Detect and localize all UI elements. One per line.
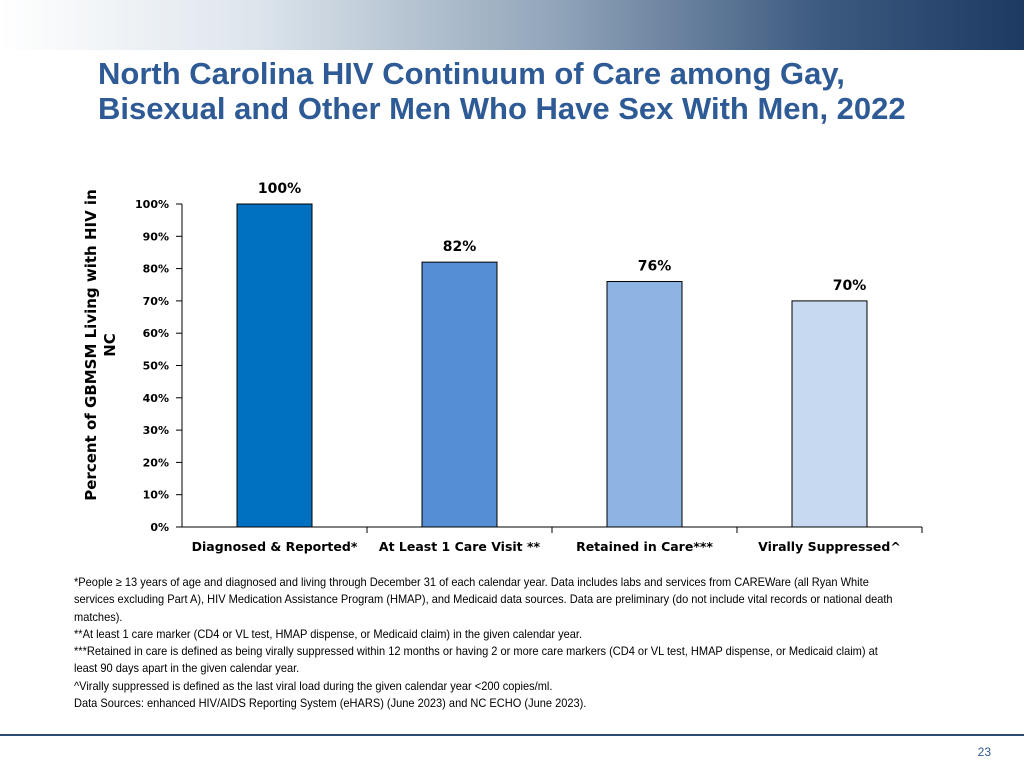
y-tick-label: 0% bbox=[150, 521, 169, 534]
footnote: **At least 1 care marker (CD4 or VL test… bbox=[74, 626, 583, 641]
y-tick-label: 40% bbox=[143, 392, 169, 405]
y-axis-ticks: 0% 10% 20% 30% 40% 50% 60% 70% 80% 90% 100% bbox=[135, 198, 182, 534]
y-tick-label: 90% bbox=[143, 230, 169, 243]
y-tick-label: 60% bbox=[143, 327, 169, 340]
value-label: 100% bbox=[258, 181, 301, 197]
category-labels: Diagnosed & Reported* At Least 1 Care Vis… bbox=[192, 539, 901, 554]
category-label: Diagnosed & Reported* bbox=[192, 539, 358, 554]
y-tick-label: 50% bbox=[143, 360, 169, 373]
bar bbox=[791, 300, 868, 528]
value-label: 76% bbox=[638, 259, 672, 275]
slide-title: North Carolina HIV Continuum of Care amo… bbox=[98, 56, 906, 126]
data-labels: 100% 82% 76% 70% bbox=[258, 181, 866, 294]
data-sources-note: Data Sources: enhanced HIV/AIDS Reportin… bbox=[74, 696, 587, 711]
value-label: 82% bbox=[443, 239, 477, 255]
header-band bbox=[0, 0, 1024, 50]
category-label: Virally Suppressed^ bbox=[758, 539, 901, 554]
page-number: 23 bbox=[977, 745, 991, 759]
bar-chart: 0% 10% 20% 30% 40% 50% 60% 70% 80% 90% 100% 100% 82… bbox=[135, 181, 923, 554]
y-tick-label: 20% bbox=[143, 456, 169, 469]
value-label: 70% bbox=[833, 278, 867, 294]
footnote: ^Virally suppressed is defined as the la… bbox=[74, 678, 553, 693]
bar bbox=[236, 203, 313, 528]
y-tick-label: 10% bbox=[143, 489, 169, 502]
bar bbox=[421, 261, 498, 528]
category-label: Retained in Care*** bbox=[576, 539, 713, 554]
footnote: *People ≥ 13 years of age and diagnosed … bbox=[74, 575, 893, 624]
y-tick-label: 80% bbox=[143, 263, 169, 276]
footer-divider bbox=[0, 734, 1024, 736]
y-tick-label: 70% bbox=[143, 295, 169, 308]
footnote: ***Retained in care is defined as being … bbox=[74, 644, 878, 676]
category-label: At Least 1 Care Visit ** bbox=[379, 539, 541, 554]
footnotes: *People ≥ 13 years of age and diagnosed … bbox=[74, 574, 902, 712]
bars bbox=[236, 203, 868, 528]
y-tick-label: 100% bbox=[135, 198, 169, 211]
y-tick-label: 30% bbox=[143, 424, 169, 437]
bar bbox=[606, 281, 683, 528]
x-axis-ticks bbox=[366, 527, 923, 533]
